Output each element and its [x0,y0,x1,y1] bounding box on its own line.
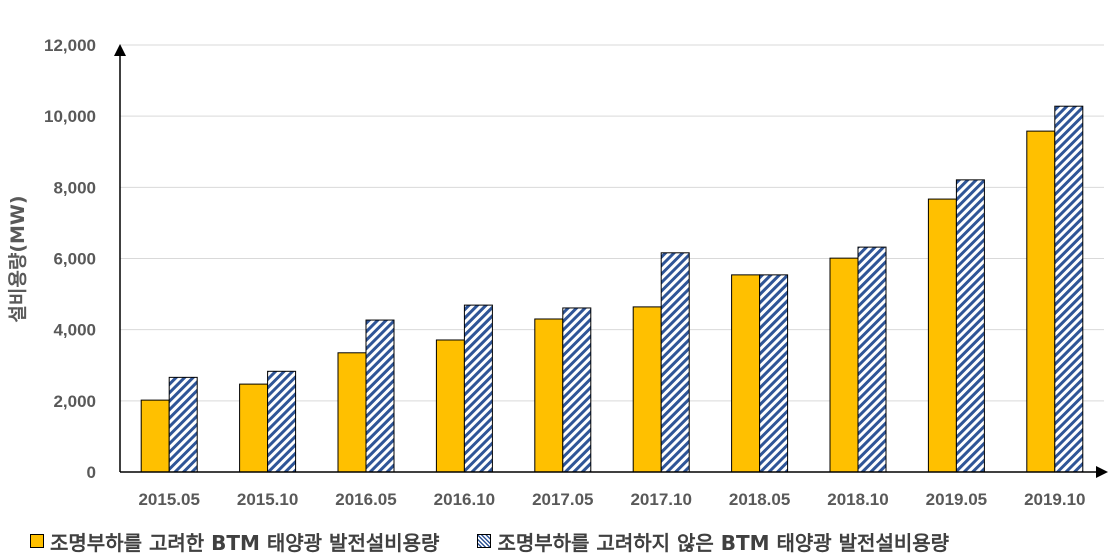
bar-series-1 [337,352,367,473]
bar-series-2 [955,179,985,473]
y-tick-label: 6,000 [53,250,96,269]
x-tick-label: 2016.05 [335,490,396,509]
bar-series-2 [168,376,198,473]
x-tick-label: 2019.10 [1024,490,1085,509]
y-tick-labels: 0 2,000 4,000 6,000 8,000 10,000 12,000 [44,36,96,482]
axes [114,44,1108,478]
bar-series-1 [239,383,269,473]
x-tick-labels: 2015.05 2015.10 2016.05 2016.10 2017.05 2017.… [138,490,1085,509]
legend-label-series-2: 조명부하를 고려하지 않은 BTM 태양광 발전설비용량 [497,530,950,555]
legend-label-series-1: 조명부하를 고려한 BTM 태양광 발전설비용량 [50,530,440,555]
bar-series-2 [463,304,493,473]
y-tick-label: 2,000 [53,392,96,411]
bar-series-1 [731,274,761,473]
bar-series-2 [759,274,789,473]
bar-series-1 [927,198,957,473]
bar-series-1 [1026,130,1056,473]
bars [140,105,1084,473]
x-tick-label: 2018.05 [729,490,790,509]
x-axis-arrow [1096,466,1108,478]
bar-series-2 [660,252,690,473]
x-tick-label: 2017.10 [630,490,691,509]
bar-series-2 [267,370,297,473]
legend-swatch-series-1 [30,534,44,548]
x-tick-label: 2018.10 [827,490,888,509]
bar-series-1 [534,318,564,473]
bar-series-2 [562,307,592,473]
bar-series-2 [857,246,887,473]
legend-swatch-series-2 [477,534,492,548]
x-tick-label: 2015.10 [237,490,298,509]
x-tick-label: 2019.05 [926,490,987,509]
x-tick-label: 2017.05 [532,490,593,509]
y-tick-label: 8,000 [53,178,96,197]
bar-series-1 [140,399,170,473]
bar-series-2 [1054,105,1084,473]
y-tick-label: 0 [87,463,96,482]
bar-series-1 [829,257,859,473]
bar-chart: 0 2,000 4,000 6,000 8,000 10,000 12,000 2015.0… [7,36,1108,509]
y-tick-label: 4,000 [53,321,96,340]
y-axis-arrow [114,44,126,56]
x-tick-label: 2015.05 [138,490,199,509]
legend: 조명부하를 고려한 BTM 태양광 발전설비용량 조명부하를 고려하지 않은 B… [30,526,987,556]
legend-item-series-2: 조명부하를 고려하지 않은 BTM 태양광 발전설비용량 [477,527,949,556]
legend-item-series-1: 조명부하를 고려한 BTM 태양광 발전설비용량 [30,527,439,556]
y-tick-label: 10,000 [44,107,96,126]
y-tick-label: 12,000 [44,36,96,55]
bar-series-1 [435,339,465,473]
y-axis-label: 설비용량(MW) [7,195,29,322]
bar-series-1 [632,306,662,473]
x-tick-label: 2016.10 [434,490,495,509]
bar-series-2 [365,319,395,473]
